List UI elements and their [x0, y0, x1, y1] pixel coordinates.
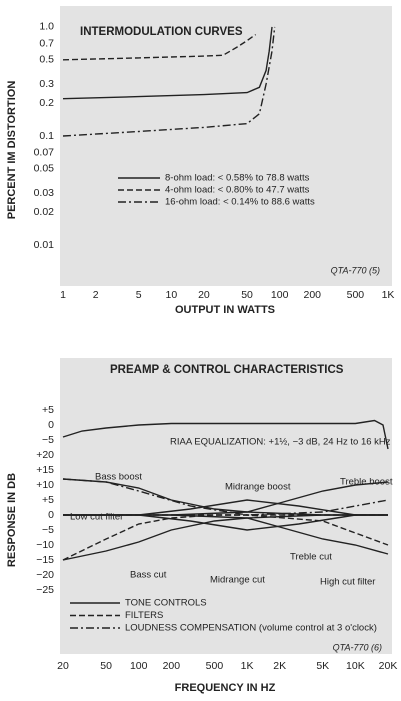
- x-tick-label: 10K: [346, 660, 365, 672]
- legend-label: 16-ohm load: < 0.14% to 88.6 watts: [165, 197, 315, 208]
- legend-label: 4-ohm load: < 0.80% to 47.7 watts: [165, 185, 310, 196]
- x-tick-label: 1: [60, 289, 66, 301]
- series-line: [62, 419, 389, 450]
- chart-title: INTERMODULATION CURVES: [80, 26, 243, 38]
- y-tick-label: 0.7: [39, 38, 54, 50]
- y-tick-label: −15: [36, 554, 54, 566]
- y-tick-label: 0.1: [39, 130, 54, 142]
- legend-label: LOUDNESS COMPENSATION (volume control at…: [125, 623, 377, 634]
- x-tick-label: 100: [130, 660, 148, 672]
- y-tick-label: 0.01: [34, 239, 55, 251]
- y-tick-label: +15: [36, 464, 54, 476]
- y-axis-title: PERCENT IM DISTORTION: [6, 81, 18, 220]
- legend-label: 8-ohm load: < 0.58% to 78.8 watts: [165, 173, 310, 184]
- series-line: [62, 478, 389, 516]
- y-tick-label: 1.0: [39, 21, 54, 33]
- x-tick-label: 500: [206, 660, 224, 672]
- x-tick-label: 500: [347, 289, 365, 301]
- y-tick-label: 0.5: [39, 54, 54, 66]
- y-tick-label: 0.02: [34, 206, 55, 218]
- y2-tick-label: +5: [42, 404, 54, 416]
- y-tick-label: 0.03: [34, 187, 55, 199]
- y-tick-label: −25: [36, 584, 54, 596]
- x-tick-label: 200: [163, 660, 181, 672]
- y-tick-label: +20: [36, 449, 54, 461]
- chart-title: PREAMP & CONTROL CHARACTERISTICS: [110, 364, 344, 376]
- plot-background: [60, 358, 392, 654]
- y-tick-label: 0.3: [39, 78, 54, 90]
- y-tick-label: 0.07: [34, 147, 55, 159]
- x-tick-label: 20K: [379, 660, 398, 672]
- series-line: [62, 34, 257, 61]
- x-tick-label: 5K: [316, 660, 329, 672]
- curve-label: Midrange boost: [225, 482, 291, 493]
- x-tick-label: 2K: [273, 660, 286, 672]
- legend-label: FILTERS: [125, 610, 163, 621]
- plot-background: [60, 6, 392, 286]
- y-tick-label: −5: [42, 524, 54, 536]
- y-tick-label: +5: [42, 494, 54, 506]
- y-axis-title: RESPONSE IN DB: [6, 473, 18, 567]
- x-tick-label: 200: [304, 289, 322, 301]
- curve-label: Bass boost: [95, 472, 142, 483]
- series-line: [62, 26, 273, 100]
- y-tick-label: −20: [36, 569, 54, 581]
- curve-label: Treble boost: [340, 477, 393, 488]
- y2-tick-label: 0: [48, 419, 54, 431]
- x-tick-label: 1K: [382, 289, 395, 301]
- curve-label: Low cut filter: [70, 512, 123, 523]
- curve-label: Treble cut: [290, 552, 332, 563]
- y-tick-label: −10: [36, 539, 54, 551]
- curve-label: High cut filter: [320, 577, 375, 588]
- series-line: [62, 26, 276, 137]
- x-axis-title: FREQUENCY IN HZ: [175, 682, 276, 694]
- y2-tick-label: −5: [42, 434, 54, 446]
- x-axis-title: OUTPUT IN WATTS: [175, 304, 275, 316]
- x-tick-label: 2: [93, 289, 99, 301]
- curve-label: Bass cut: [130, 570, 167, 581]
- x-tick-label: 100: [271, 289, 289, 301]
- x-tick-label: 20: [198, 289, 210, 301]
- y-tick-label: 0.2: [39, 97, 54, 109]
- x-tick-label: 20: [57, 660, 69, 672]
- y-tick-label: 0.05: [34, 163, 55, 175]
- y-tick-label: 0: [48, 509, 54, 521]
- x-tick-label: 1K: [241, 660, 254, 672]
- y-tick-label: +10: [36, 479, 54, 491]
- series-line: [63, 514, 389, 546]
- curve-label: Midrange cut: [210, 575, 265, 586]
- x-tick-label: 50: [100, 660, 112, 672]
- legend-label: TONE CONTROLS: [125, 598, 207, 609]
- figure-code: QTA-770 (5): [331, 265, 380, 275]
- x-tick-label: 10: [165, 289, 177, 301]
- x-tick-label: 5: [136, 289, 142, 301]
- annotation: RIAA EQUALIZATION: +1½, −3 dB, 24 Hz to …: [170, 437, 391, 448]
- x-tick-label: 50: [241, 289, 253, 301]
- figure-code: QTA-770 (6): [333, 642, 382, 652]
